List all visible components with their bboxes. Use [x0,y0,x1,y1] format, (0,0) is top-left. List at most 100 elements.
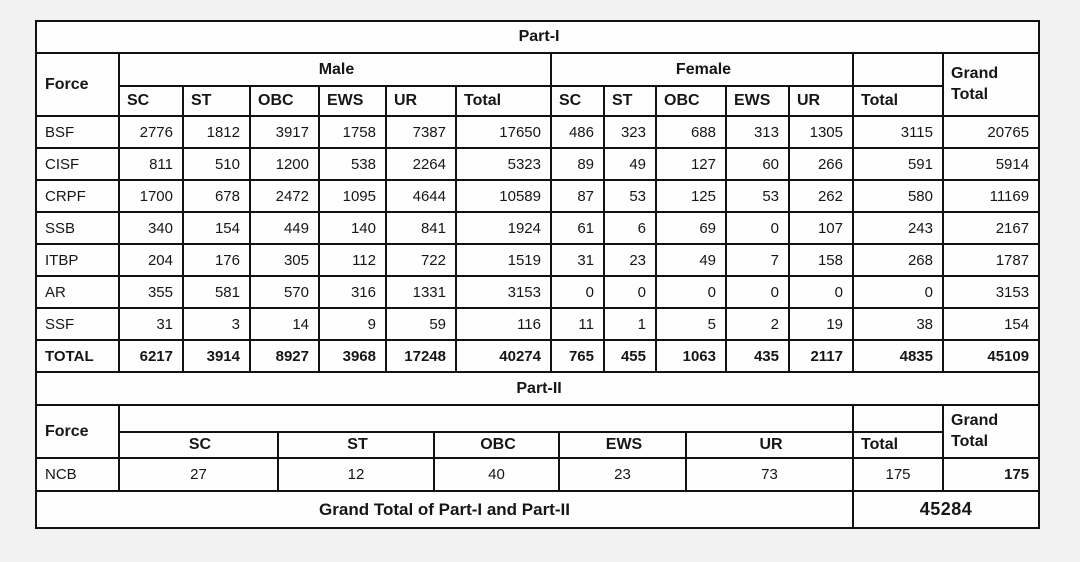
table-row: CRPF 1700 678 2472 1095 4644 10589 87 53 125 53 262… [35,179,1041,213]
value-cell: 1924 [455,211,552,245]
value-cell: 0 [725,275,790,309]
value-cell: 316 [318,275,387,309]
value-cell: 175 [852,457,944,492]
force-label: SSF [35,307,120,341]
value-cell: 268 [852,243,944,277]
value-cell: 486 [550,115,605,149]
value-cell: 591 [852,147,944,181]
grand-total-label: Grand Total of Part-I and Part-II [35,490,854,529]
value-cell: 3153 [455,275,552,309]
value-cell: 0 [788,275,854,309]
value-cell: 1700 [118,179,184,213]
female-sc-header: SC [550,85,605,117]
value-cell: 6217 [118,339,184,373]
value-cell: 11169 [941,179,1041,213]
value-cell: 4835 [852,339,944,373]
force-column-header: Force [35,52,120,117]
value-cell: 59 [385,307,457,341]
value-cell: 40 [433,457,560,492]
female-st-header: ST [603,85,657,117]
value-cell: 12 [277,457,435,492]
value-cell: 1095 [318,179,387,213]
grand-total-row: Grand Total of Part-I and Part-II 45284 [35,490,1041,529]
value-cell: 40274 [455,339,552,373]
value-cell: 61 [550,211,605,245]
value-cell: 3914 [182,339,251,373]
female-obc-header: OBC [655,85,727,117]
page: Part-I Force Male Female Grand Total SC … [34,20,1041,529]
table-row: NCB 27 12 40 23 73 175 175 [35,457,1041,492]
force-label: AR [35,275,120,309]
value-cell: 8927 [249,339,320,373]
value-cell: 1787 [941,243,1041,277]
value-cell: 20765 [941,115,1041,149]
male-ur-header: UR [385,85,457,117]
value-cell: 355 [118,275,184,309]
male-obc-header: OBC [249,85,320,117]
grand-total-column-header: Grand Total [941,404,1041,459]
male-ews-header: EWS [318,85,387,117]
value-cell: 340 [118,211,184,245]
part1-sub-header-row: SC ST OBC EWS UR Total SC ST OBC EWS UR … [36,85,1039,117]
table-row: ITBP 204 176 305 112 722 1519 31 23 49 7 158 268 1787 [35,243,1041,277]
value-cell: 23 [603,243,657,277]
value-cell: 0 [603,275,657,309]
value-cell: 581 [182,275,251,309]
value-cell: 722 [385,243,457,277]
value-cell: 154 [941,307,1041,341]
value-cell: 0 [852,275,944,309]
value-cell: 435 [725,339,790,373]
value-cell: 5 [655,307,727,341]
value-cell: 1331 [385,275,457,309]
table-row: BSF 2776 1812 3917 1758 7387 17650 486 323 688 313… [35,115,1041,149]
value-cell: 0 [550,275,605,309]
obc-header: OBC [433,431,560,459]
male-group-header: Male [118,52,552,87]
value-cell: 158 [788,243,854,277]
blank-header-cell [852,52,944,87]
part2-body: NCB 27 12 40 23 73 175 175 [35,457,1041,492]
value-cell: 87 [550,179,605,213]
value-cell: 19 [788,307,854,341]
value-cell: 3917 [249,115,320,149]
value-cell: 175 [941,457,1041,492]
value-cell: 570 [249,275,320,309]
value-cell: 449 [249,211,320,245]
value-cell: 1 [603,307,657,341]
force-label: TOTAL [35,339,120,373]
part1-title-row: Part-I [34,20,1041,54]
value-cell: 455 [603,339,657,373]
value-cell: 7387 [385,115,457,149]
table-row: SSB 340 154 449 140 841 1924 61 6 69 0 107 243 2167 [35,211,1041,245]
value-cell: 3 [182,307,251,341]
value-cell: 262 [788,179,854,213]
value-cell: 841 [385,211,457,245]
force-label: CISF [35,147,120,181]
value-cell: 11 [550,307,605,341]
value-cell: 27 [118,457,279,492]
value-cell: 3153 [941,275,1041,309]
force-label: BSF [35,115,120,149]
value-cell: 127 [655,147,727,181]
value-cell: 811 [118,147,184,181]
value-cell: 266 [788,147,854,181]
force-column-header: Force [35,404,120,459]
value-cell: 17650 [455,115,552,149]
table-row: TOTAL 6217 3914 8927 3968 17248 40274 765 455 106… [35,339,1041,373]
part2-table: Part-II Force Grand Total SC ST OBC EWS … [34,371,1041,529]
value-cell: 2167 [941,211,1041,245]
value-cell: 538 [318,147,387,181]
value-cell: 2472 [249,179,320,213]
value-cell: 2 [725,307,790,341]
value-cell: 323 [603,115,657,149]
value-cell: 140 [318,211,387,245]
value-cell: 5914 [941,147,1041,181]
value-cell: 2776 [118,115,184,149]
value-cell: 0 [655,275,727,309]
value-cell: 49 [655,243,727,277]
value-cell: 1758 [318,115,387,149]
blank-header-cell [852,404,944,433]
force-label: NCB [35,457,120,492]
part2-title-row: Part-II [34,371,1041,406]
value-cell: 23 [558,457,687,492]
